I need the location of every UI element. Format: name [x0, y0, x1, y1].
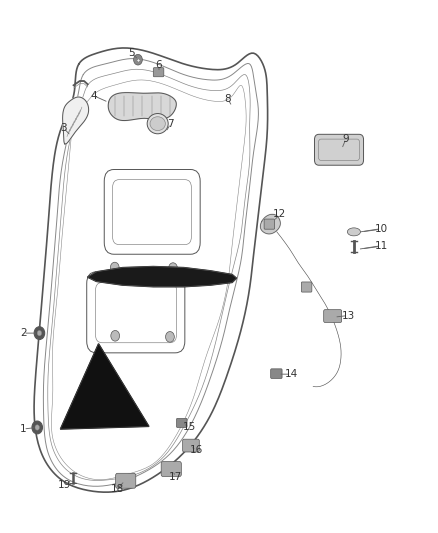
Circle shape: [169, 263, 177, 273]
Circle shape: [34, 327, 45, 340]
Ellipse shape: [347, 228, 360, 236]
Circle shape: [111, 330, 120, 341]
Text: 5: 5: [128, 49, 135, 58]
Text: 2: 2: [20, 328, 27, 338]
Text: 19: 19: [58, 480, 71, 490]
Polygon shape: [108, 93, 177, 120]
Polygon shape: [261, 214, 280, 234]
FancyBboxPatch shape: [177, 418, 187, 427]
Circle shape: [35, 425, 39, 430]
Text: 7: 7: [167, 119, 174, 128]
Polygon shape: [60, 344, 149, 429]
FancyBboxPatch shape: [264, 219, 275, 229]
Text: 13: 13: [342, 311, 355, 320]
Ellipse shape: [150, 117, 166, 131]
Text: 1: 1: [20, 424, 27, 434]
Ellipse shape: [147, 114, 168, 134]
Text: 15: 15: [183, 423, 196, 432]
Polygon shape: [88, 266, 237, 287]
FancyBboxPatch shape: [301, 282, 312, 292]
Circle shape: [110, 262, 119, 273]
FancyBboxPatch shape: [116, 473, 136, 488]
Text: 11: 11: [374, 241, 388, 251]
FancyBboxPatch shape: [271, 369, 282, 378]
Text: 16: 16: [190, 446, 203, 455]
Circle shape: [37, 330, 42, 336]
Text: 14: 14: [285, 369, 298, 379]
Text: 18: 18: [111, 484, 124, 494]
FancyBboxPatch shape: [183, 439, 199, 452]
Polygon shape: [63, 97, 88, 144]
Circle shape: [32, 421, 42, 434]
FancyBboxPatch shape: [161, 462, 181, 477]
Circle shape: [166, 332, 174, 342]
Text: 10: 10: [374, 224, 388, 234]
Text: 6: 6: [155, 60, 162, 70]
FancyBboxPatch shape: [153, 68, 164, 77]
Text: 9: 9: [343, 134, 350, 143]
Text: 8: 8: [224, 94, 231, 103]
FancyBboxPatch shape: [314, 134, 364, 165]
FancyBboxPatch shape: [324, 310, 342, 322]
Circle shape: [134, 54, 142, 65]
Text: 4: 4: [91, 91, 98, 101]
Text: 12: 12: [273, 209, 286, 219]
Text: 3: 3: [60, 123, 67, 133]
Text: 17: 17: [169, 472, 182, 482]
